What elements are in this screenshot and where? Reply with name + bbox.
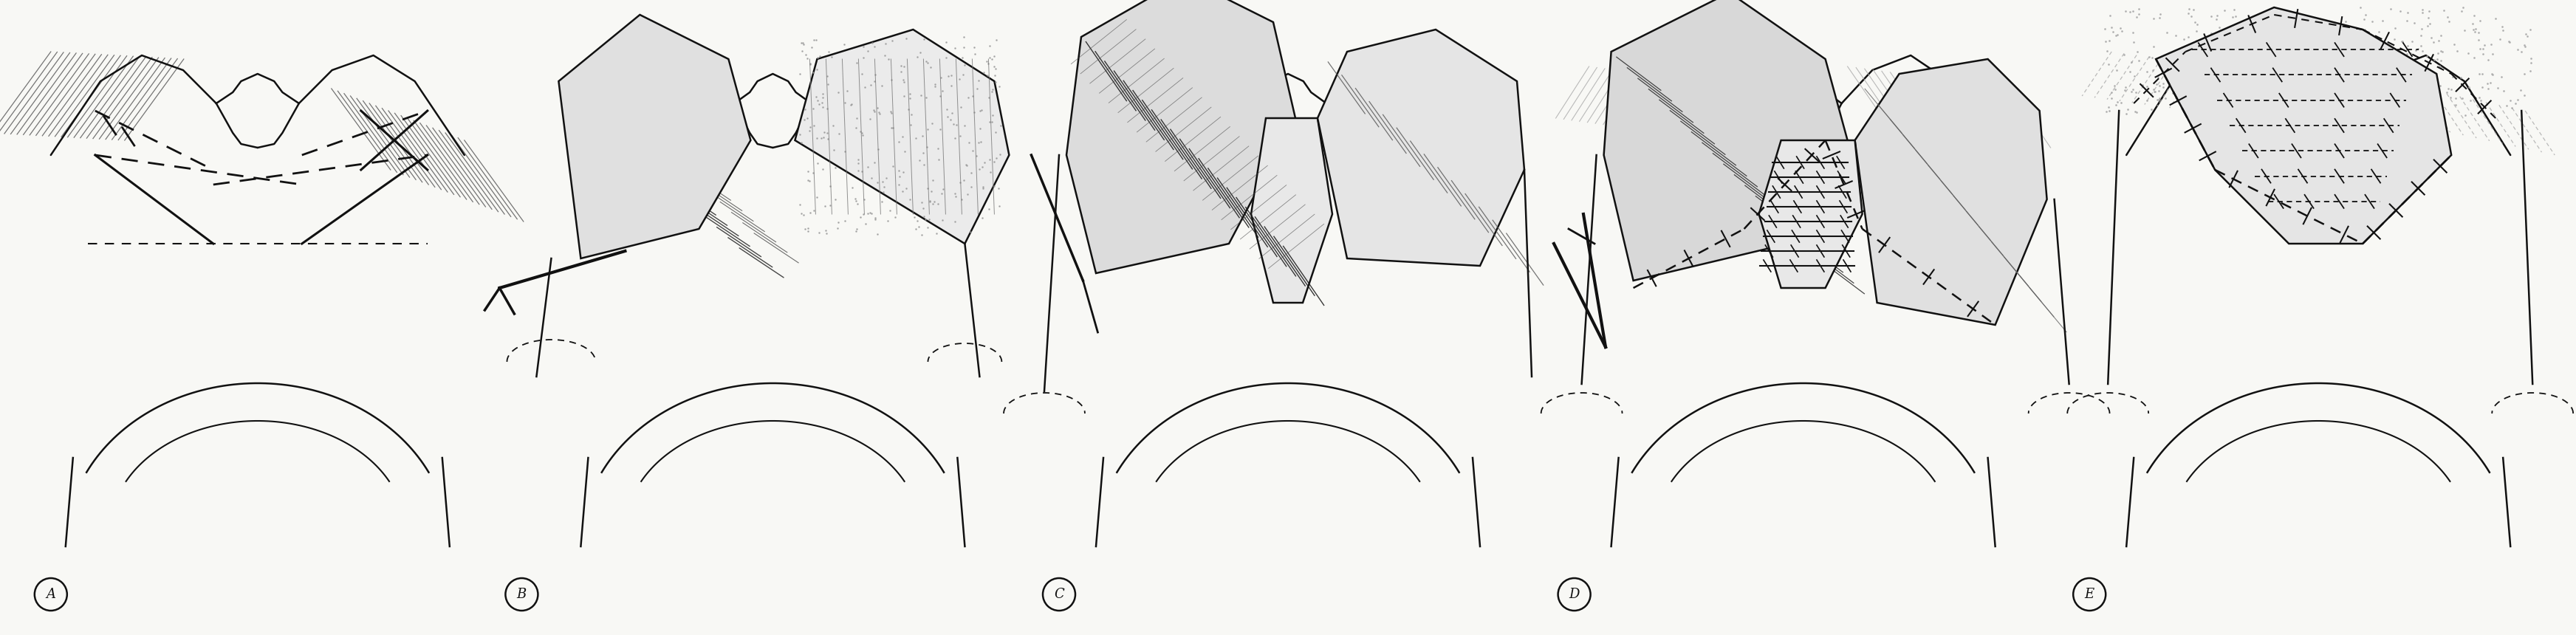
- Polygon shape: [1759, 140, 1862, 288]
- Text: D: D: [1569, 588, 1579, 601]
- Polygon shape: [1605, 0, 1847, 281]
- Polygon shape: [1252, 118, 1332, 303]
- Polygon shape: [1855, 59, 2048, 325]
- Text: E: E: [2084, 588, 2094, 601]
- Polygon shape: [1316, 30, 1525, 266]
- Text: A: A: [46, 588, 57, 601]
- Text: C: C: [1054, 588, 1064, 601]
- Polygon shape: [796, 30, 1010, 244]
- Polygon shape: [1066, 0, 1296, 273]
- Polygon shape: [2156, 8, 2452, 244]
- Polygon shape: [559, 15, 750, 258]
- Text: B: B: [518, 588, 526, 601]
